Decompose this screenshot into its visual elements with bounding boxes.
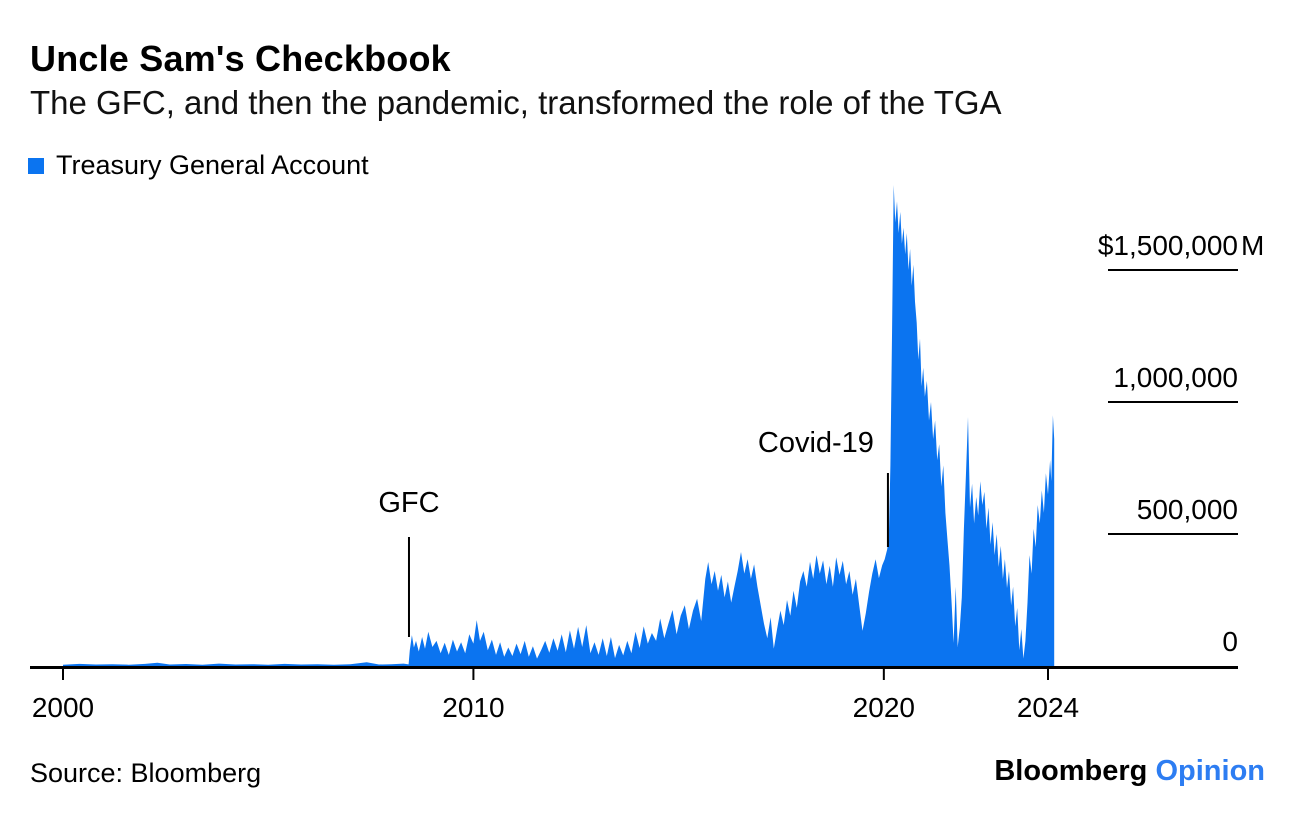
chart-subtitle: The GFC, and then the pandemic, transfor… xyxy=(30,84,1002,121)
x-axis-label: 2024 xyxy=(1017,692,1079,723)
y-axis-label: 1,000,000 xyxy=(1113,362,1238,393)
x-axis-label: 2020 xyxy=(853,692,915,723)
area-series-treasury-general-account xyxy=(63,185,1055,666)
x-axis-label: 2000 xyxy=(32,692,94,723)
source-label: Source: Bloomberg xyxy=(30,758,262,788)
legend-swatch-icon xyxy=(28,157,44,174)
logo-bloomberg-text: Bloomberg xyxy=(994,755,1148,787)
y-axis-unit-suffix: M xyxy=(1241,230,1264,261)
legend: Treasury General Account xyxy=(28,150,369,181)
y-axis-label: 500,000 xyxy=(1137,494,1238,525)
legend-label: Treasury General Account xyxy=(56,150,369,180)
annotation-label-covid-19: Covid-19 xyxy=(758,427,874,459)
x-axis-label: 2010 xyxy=(442,692,504,723)
logo-opinion-text: Opinion xyxy=(1155,755,1265,787)
y-axis-label: 0 xyxy=(1222,626,1238,657)
chart-title: Uncle Sam's Checkbook xyxy=(30,38,451,79)
bloomberg-opinion-logo: Bloomberg Opinion xyxy=(994,755,1265,788)
annotation-label-gfc: GFC xyxy=(378,487,439,519)
y-axis-label: $1,500,000 xyxy=(1098,230,1238,261)
